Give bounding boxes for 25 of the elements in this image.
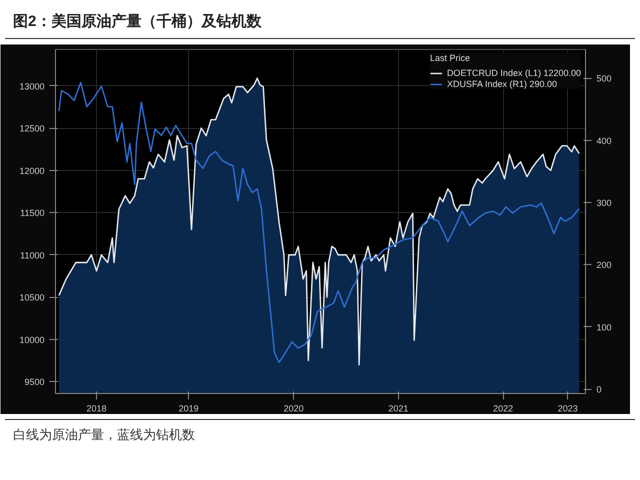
x-tick-label: 2020 [284,404,304,414]
y2-tick-label: 100 [596,322,612,332]
y-tick-label: 9500 [24,377,45,388]
chart-title: 图2：美国原油产量（千桶）及钻机数 [13,12,262,32]
y2-tick-label: 0 [596,384,602,395]
x-tick-label: 2021 [388,404,408,414]
y-tick-label: 10000 [19,334,45,345]
y-tick-label: 13000 [19,81,45,92]
x-tick-label: 2018 [86,404,107,414]
y2-tick-label: 300 [596,198,612,208]
y2-tick-label: 200 [596,260,612,270]
x-tick-label: 2019 [178,404,199,414]
y2-tick-label: 500 [596,74,612,84]
x-tick-label: 2022 [493,404,514,414]
x-tick-label: 2023 [558,404,578,414]
y-tick-label: 12500 [19,124,45,134]
legend-label: DOETCRUD Index (L1) 12200.00 [446,68,581,78]
y-tick-label: 11000 [20,250,44,260]
legend-label: XDUSFA Index (R1) 290.00 [446,79,557,89]
y-tick-label: 12000 [19,166,45,176]
y2-tick-label: 400 [596,136,612,146]
text: 白线为原油产量，蓝线为钻机数 [13,426,195,444]
y-tick-label: 10500 [19,292,45,303]
legend-title: Last Price [430,53,471,63]
y-tick-label: 11500 [20,208,44,218]
